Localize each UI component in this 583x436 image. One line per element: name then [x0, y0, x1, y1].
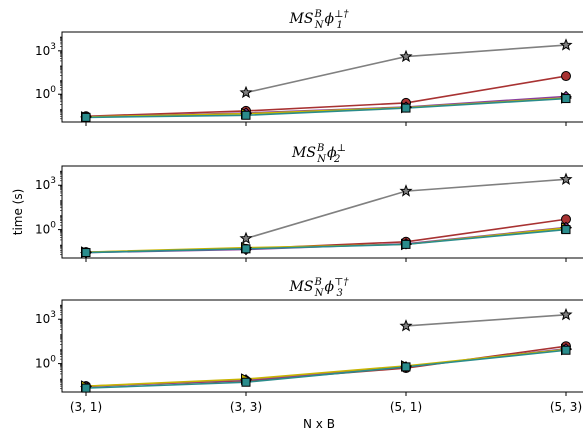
- x-tick-label: (5, 1): [390, 400, 422, 414]
- series-circle: [85, 75, 567, 118]
- y-tick-label: 103: [35, 176, 56, 192]
- subplot-3: 100 103 (3, 1) (3, 3) (5, 1) (5, 3) N x B: [35, 299, 583, 431]
- series-line: [85, 227, 567, 253]
- subplot-1: 100 103: [35, 31, 583, 126]
- data-point: [81, 383, 91, 393]
- data-point: [81, 112, 91, 122]
- data-point: [561, 225, 571, 235]
- series-line: [85, 228, 567, 254]
- subplot-2: 100 103 time (s): [11, 165, 583, 262]
- series-line: [85, 349, 567, 389]
- chart-title-1: MSB Nϕ⊥† 1: [289, 9, 350, 31]
- series-diamond: [85, 226, 567, 254]
- data-point: [559, 38, 573, 51]
- data-point: [81, 248, 91, 258]
- y-axis-label: time (s): [11, 189, 25, 236]
- series-triangle-right: [85, 348, 567, 387]
- data-point: [241, 377, 251, 387]
- data-point: [399, 184, 413, 197]
- data-point: [239, 85, 253, 99]
- data-point: [561, 71, 571, 82]
- series-line: [85, 75, 567, 118]
- series-triangle-right: [85, 227, 567, 253]
- series-line: [85, 97, 567, 119]
- x-tick-label: (3, 3): [230, 400, 262, 414]
- data-point: [561, 94, 571, 104]
- data-point: [401, 239, 411, 249]
- data-point: [241, 244, 251, 254]
- y-tick-label: 103: [35, 42, 56, 58]
- data-point: [559, 172, 573, 185]
- series-line: [85, 348, 567, 387]
- data-point: [401, 362, 411, 372]
- data-point: [559, 307, 573, 321]
- y-tick-label: 100: [35, 85, 56, 101]
- chart-title-3: MSB Nϕ⊤† 3: [289, 277, 350, 299]
- series-circle: [85, 345, 567, 387]
- x-axis-label: N x B: [303, 417, 335, 431]
- y-tick-label: 100: [35, 221, 56, 237]
- series-square: [85, 228, 567, 254]
- data-point: [399, 319, 413, 332]
- chart-title-2: MSB Nϕ⊥ 2: [291, 143, 346, 165]
- series-star: [405, 313, 567, 327]
- series-line: [85, 226, 567, 254]
- series-square: [85, 97, 567, 119]
- data-point: [239, 231, 253, 245]
- axes-frame: [61, 165, 583, 259]
- axes-frame: [61, 299, 583, 393]
- series-line: [85, 348, 567, 388]
- data-point: [399, 49, 413, 63]
- series-line: [405, 313, 567, 327]
- series-diamond: [85, 348, 567, 388]
- data-point: [401, 103, 411, 113]
- data-point: [241, 110, 251, 120]
- data-point: [561, 345, 571, 355]
- x-tick-label: (3, 1): [70, 400, 102, 414]
- x-tick-label: (5, 3): [550, 400, 582, 414]
- axes-frame: [61, 31, 583, 123]
- series-square: [85, 349, 567, 389]
- y-tick-label: 100: [35, 355, 56, 371]
- series-line: [85, 345, 567, 387]
- y-tick-label: 103: [35, 310, 56, 326]
